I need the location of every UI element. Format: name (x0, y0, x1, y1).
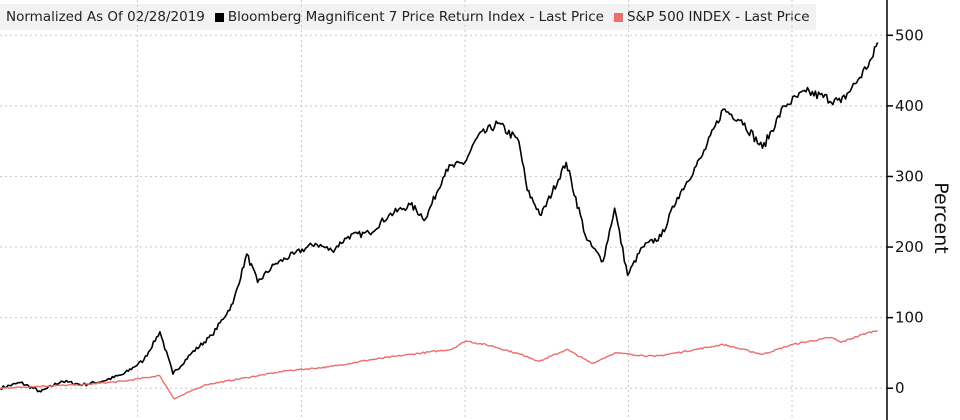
legend-item-series-1: Bloomberg Magnificent 7 Price Return Ind… (214, 9, 604, 25)
legend-label-series-1: Bloomberg Magnificent 7 Price Return Ind… (227, 9, 604, 25)
y-axis-label: Percent (930, 182, 952, 254)
y-tick-label-200: 200 (895, 238, 924, 256)
y-tick-label-100: 100 (895, 309, 924, 327)
legend-swatch-series-1 (214, 12, 224, 22)
y-tick-label-500: 500 (895, 26, 924, 44)
y-tick-label-400: 400 (895, 97, 924, 115)
series-lines (0, 42, 879, 400)
legend-prefix: Normalized As Of 02/28/2019 (6, 9, 205, 25)
grid-lines (0, 0, 887, 420)
legend-swatch-series-2 (613, 12, 623, 22)
chart-legend: Normalized As Of 02/28/2019 Bloomberg Ma… (0, 4, 816, 30)
legend-label-series-2: S&P 500 INDEX - Last Price (626, 9, 810, 25)
y-tick-label-0: 0 (895, 379, 905, 397)
y-tick-label-300: 300 (895, 167, 924, 185)
y-axis: 0 100 200 300 400 500 (886, 0, 924, 420)
series-line-2 (0, 329, 878, 400)
series-line-1 (0, 42, 879, 393)
legend-item-series-2: S&P 500 INDEX - Last Price (613, 9, 810, 25)
